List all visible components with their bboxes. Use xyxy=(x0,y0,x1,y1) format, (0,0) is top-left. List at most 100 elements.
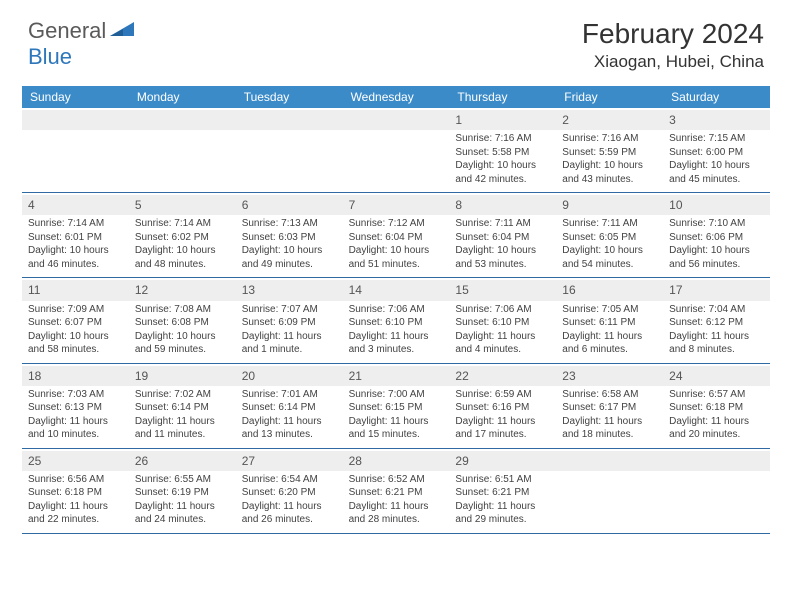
daylight-line: Daylight: 11 hours and 20 minutes. xyxy=(669,415,764,442)
day-cell: 21Sunrise: 7:00 AMSunset: 6:15 PMDayligh… xyxy=(343,364,450,448)
calendar: Sunday Monday Tuesday Wednesday Thursday… xyxy=(22,86,770,534)
sunset-line: Sunset: 5:59 PM xyxy=(562,146,657,160)
day-cell-empty xyxy=(663,449,770,533)
day-number: 5 xyxy=(129,195,236,215)
sunrise-line: Sunrise: 7:07 AM xyxy=(242,303,337,317)
daylight-line: Daylight: 11 hours and 6 minutes. xyxy=(562,330,657,357)
sunset-line: Sunset: 6:21 PM xyxy=(455,486,550,500)
sunrise-line: Sunrise: 7:05 AM xyxy=(562,303,657,317)
sunrise-line: Sunrise: 7:03 AM xyxy=(28,388,123,402)
day-number xyxy=(663,451,770,471)
sunrise-line: Sunrise: 6:51 AM xyxy=(455,473,550,487)
daylight-line: Daylight: 11 hours and 18 minutes. xyxy=(562,415,657,442)
daylight-line: Daylight: 10 hours and 48 minutes. xyxy=(135,244,230,271)
day-cell-empty xyxy=(129,108,236,192)
daylight-line: Daylight: 11 hours and 4 minutes. xyxy=(455,330,550,357)
day-cell: 10Sunrise: 7:10 AMSunset: 6:06 PMDayligh… xyxy=(663,193,770,277)
weeks-container: 1Sunrise: 7:16 AMSunset: 5:58 PMDaylight… xyxy=(22,108,770,534)
day-number xyxy=(556,451,663,471)
week-row: 25Sunrise: 6:56 AMSunset: 6:18 PMDayligh… xyxy=(22,449,770,534)
sunrise-line: Sunrise: 6:59 AM xyxy=(455,388,550,402)
sunrise-line: Sunrise: 7:01 AM xyxy=(242,388,337,402)
sunrise-line: Sunrise: 6:54 AM xyxy=(242,473,337,487)
day-number: 6 xyxy=(236,195,343,215)
day-number: 7 xyxy=(343,195,450,215)
sunset-line: Sunset: 6:14 PM xyxy=(135,401,230,415)
daylight-line: Daylight: 11 hours and 3 minutes. xyxy=(349,330,444,357)
day-cell: 26 Sunrise: 6:55 AMSunset: 6:19 PMDayligh… xyxy=(129,449,236,533)
day-cell: 7Sunrise: 7:12 AMSunset: 6:04 PMDaylight… xyxy=(343,193,450,277)
sunrise-line: Sunrise: 7:04 AM xyxy=(669,303,764,317)
sunset-line: Sunset: 6:10 PM xyxy=(349,316,444,330)
sunrise-line: Sunrise: 6:52 AM xyxy=(349,473,444,487)
daylight-line: Daylight: 10 hours and 58 minutes. xyxy=(28,330,123,357)
day-cell: 27Sunrise: 6:54 AMSunset: 6:20 PMDayligh… xyxy=(236,449,343,533)
location: Xiaogan, Hubei, China xyxy=(582,52,764,72)
day-number: 28 xyxy=(343,451,450,471)
day-number: 10 xyxy=(663,195,770,215)
daylight-line: Daylight: 11 hours and 8 minutes. xyxy=(669,330,764,357)
daylight-line: Daylight: 11 hours and 29 minutes. xyxy=(455,500,550,527)
daylight-line: Daylight: 11 hours and 13 minutes. xyxy=(242,415,337,442)
daylight-line: Daylight: 10 hours and 43 minutes. xyxy=(562,159,657,186)
day-cell: 15Sunrise: 7:06 AMSunset: 6:10 PMDayligh… xyxy=(449,278,556,362)
sunset-line: Sunset: 6:16 PM xyxy=(455,401,550,415)
sunset-line: Sunset: 6:07 PM xyxy=(28,316,123,330)
daylight-line: Daylight: 11 hours and 22 minutes. xyxy=(28,500,123,527)
sunrise-line: Sunrise: 7:02 AM xyxy=(135,388,230,402)
day-cell: 19Sunrise: 7:02 AMSunset: 6:14 PMDayligh… xyxy=(129,364,236,448)
sunset-line: Sunset: 6:09 PM xyxy=(242,316,337,330)
sunset-line: Sunset: 6:11 PM xyxy=(562,316,657,330)
sunset-line: Sunset: 5:58 PM xyxy=(455,146,550,160)
day-number: 17 xyxy=(663,280,770,300)
day-number xyxy=(129,110,236,130)
day-cell: 13Sunrise: 7:07 AMSunset: 6:09 PMDayligh… xyxy=(236,278,343,362)
day-number: 24 xyxy=(663,366,770,386)
daylight-line: Daylight: 10 hours and 51 minutes. xyxy=(349,244,444,271)
day-number xyxy=(236,110,343,130)
logo: General xyxy=(28,18,138,44)
day-cell: 18Sunrise: 7:03 AMSunset: 6:13 PMDayligh… xyxy=(22,364,129,448)
sunrise-line: Sunrise: 6:55 AM xyxy=(135,473,230,487)
weekday-sat: Saturday xyxy=(663,86,770,108)
sunset-line: Sunset: 6:04 PM xyxy=(349,231,444,245)
sunset-line: Sunset: 6:19 PM xyxy=(135,486,230,500)
title-block: February 2024 Xiaogan, Hubei, China xyxy=(582,18,764,72)
daylight-line: Daylight: 10 hours and 45 minutes. xyxy=(669,159,764,186)
daylight-line: Daylight: 10 hours and 59 minutes. xyxy=(135,330,230,357)
sunset-line: Sunset: 6:04 PM xyxy=(455,231,550,245)
sunset-line: Sunset: 6:00 PM xyxy=(669,146,764,160)
sunrise-line: Sunrise: 7:13 AM xyxy=(242,217,337,231)
weekday-thu: Thursday xyxy=(449,86,556,108)
day-cell: 24Sunrise: 6:57 AMSunset: 6:18 PMDayligh… xyxy=(663,364,770,448)
sunrise-line: Sunrise: 7:15 AM xyxy=(669,132,764,146)
day-number: 2 xyxy=(556,110,663,130)
day-number: 22 xyxy=(449,366,556,386)
sunrise-line: Sunrise: 7:11 AM xyxy=(455,217,550,231)
week-row: 11Sunrise: 7:09 AMSunset: 6:07 PMDayligh… xyxy=(22,278,770,363)
sunrise-line: Sunrise: 6:57 AM xyxy=(669,388,764,402)
daylight-line: Daylight: 10 hours and 49 minutes. xyxy=(242,244,337,271)
daylight-line: Daylight: 10 hours and 53 minutes. xyxy=(455,244,550,271)
daylight-line: Daylight: 11 hours and 1 minute. xyxy=(242,330,337,357)
sunset-line: Sunset: 6:10 PM xyxy=(455,316,550,330)
day-number: 4 xyxy=(22,195,129,215)
day-cell: 4Sunrise: 7:14 AMSunset: 6:01 PMDaylight… xyxy=(22,193,129,277)
day-number: 26 xyxy=(129,451,236,471)
day-number: 12 xyxy=(129,280,236,300)
day-number: 14 xyxy=(343,280,450,300)
day-cell: 9Sunrise: 7:11 AMSunset: 6:05 PMDaylight… xyxy=(556,193,663,277)
weekday-header: Sunday Monday Tuesday Wednesday Thursday… xyxy=(22,86,770,108)
day-cell: 2Sunrise: 7:16 AMSunset: 5:59 PMDaylight… xyxy=(556,108,663,192)
day-cell-empty xyxy=(343,108,450,192)
day-cell: 5Sunrise: 7:14 AMSunset: 6:02 PMDaylight… xyxy=(129,193,236,277)
day-cell: 14Sunrise: 7:06 AMSunset: 6:10 PMDayligh… xyxy=(343,278,450,362)
weekday-tue: Tuesday xyxy=(236,86,343,108)
daylight-line: Daylight: 11 hours and 24 minutes. xyxy=(135,500,230,527)
sunset-line: Sunset: 6:14 PM xyxy=(242,401,337,415)
daylight-line: Daylight: 11 hours and 15 minutes. xyxy=(349,415,444,442)
sunset-line: Sunset: 6:20 PM xyxy=(242,486,337,500)
day-cell: 16Sunrise: 7:05 AMSunset: 6:11 PMDayligh… xyxy=(556,278,663,362)
day-number: 23 xyxy=(556,366,663,386)
logo-triangle-icon xyxy=(110,20,136,43)
